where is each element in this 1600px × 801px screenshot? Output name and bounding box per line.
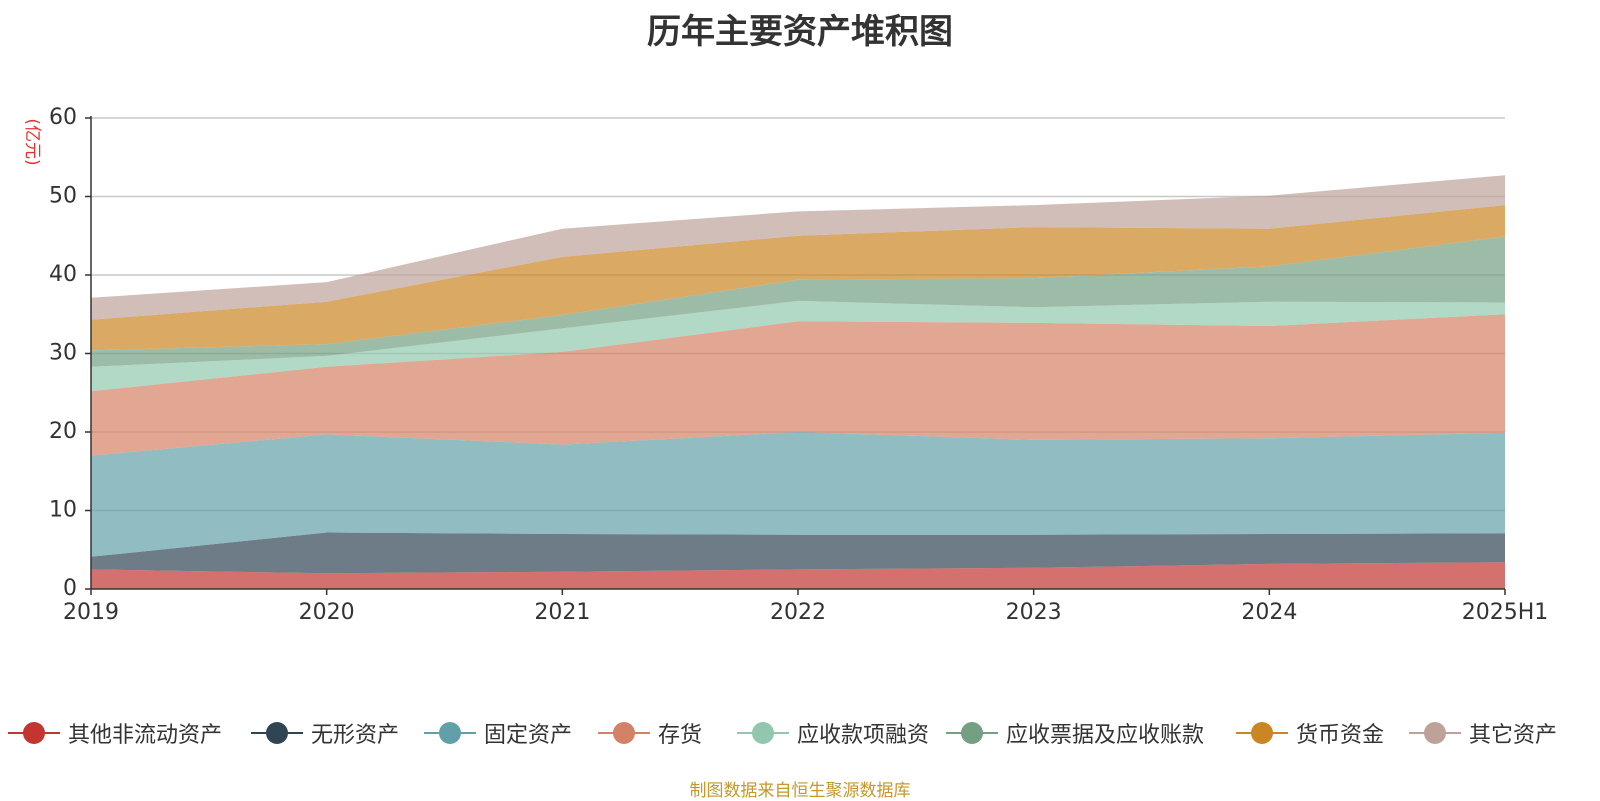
area-series bbox=[91, 300, 1505, 392]
chart-title: 历年主要资产堆积图 bbox=[647, 12, 953, 52]
y-axis-unit-label: (亿元) bbox=[22, 118, 42, 165]
legend-marker-icon bbox=[946, 719, 998, 747]
legend-label: 存货 bbox=[658, 723, 703, 748]
legend-marker-icon bbox=[737, 719, 789, 747]
y-tick-label: 60 bbox=[49, 105, 77, 130]
legend-item[interactable]: 固定资产 bbox=[424, 713, 572, 753]
legend-marker-icon bbox=[1409, 719, 1461, 747]
stacked-areas bbox=[91, 175, 1505, 589]
legend-marker-icon bbox=[424, 719, 476, 747]
legend-label: 应收款项融资 bbox=[797, 723, 930, 748]
area-series bbox=[91, 432, 1505, 557]
chart-area: 0 10 20 30 40 50 60 2019 2020 2021 2022 2023 2024 202… bbox=[22, 105, 1548, 625]
legend-item[interactable]: 应收票据及应收账款 bbox=[946, 713, 1204, 753]
area-series bbox=[91, 175, 1505, 320]
axes: 0 10 20 30 40 50 60 2019 2020 2021 2022 2023 2024 202… bbox=[49, 105, 1548, 625]
legend-label: 应收票据及应收账款 bbox=[1006, 723, 1205, 748]
area-series bbox=[91, 562, 1505, 589]
x-tick-label: 2025H1 bbox=[1462, 600, 1549, 625]
y-tick-label: 50 bbox=[49, 184, 77, 209]
area-series bbox=[91, 314, 1505, 456]
legend-label: 货币资金 bbox=[1296, 723, 1385, 748]
area-series bbox=[91, 205, 1505, 351]
legend-label: 固定资产 bbox=[484, 723, 573, 748]
legend-item[interactable]: 其他非流动资产 bbox=[8, 713, 222, 753]
y-tick-label: 0 bbox=[63, 576, 77, 601]
area-series bbox=[91, 532, 1505, 574]
x-tick-label: 2021 bbox=[534, 600, 590, 625]
legend-label: 无形资产 bbox=[311, 723, 400, 748]
y-tick-label: 10 bbox=[49, 498, 77, 523]
legend-item[interactable]: 应收款项融资 bbox=[737, 713, 929, 753]
source-note: 制图数据来自恒生聚源数据库 bbox=[689, 781, 911, 801]
y-tick-label: 20 bbox=[49, 419, 77, 444]
legend-marker-icon bbox=[1236, 719, 1288, 747]
x-tick-label: 2020 bbox=[299, 600, 355, 625]
x-tick-label: 2024 bbox=[1241, 600, 1297, 625]
legend-item[interactable]: 其它资产 bbox=[1409, 713, 1557, 753]
legend-item[interactable]: 无形资产 bbox=[251, 713, 399, 753]
legend-marker-icon bbox=[251, 719, 303, 747]
legend-marker-icon bbox=[8, 719, 60, 747]
legend: 其他非流动资产 无形资产 固定资产 存货 应收款项融资 应收票据及应收账款 货币资金 其它资产 bbox=[0, 713, 1600, 753]
x-tick-label: 2023 bbox=[1006, 600, 1062, 625]
legend-marker-icon bbox=[598, 719, 650, 747]
legend-item[interactable]: 存货 bbox=[598, 713, 702, 753]
y-tick-label: 40 bbox=[49, 262, 77, 287]
x-tick-label: 2022 bbox=[770, 600, 826, 625]
legend-label: 其它资产 bbox=[1469, 723, 1558, 748]
y-tick-label: 30 bbox=[49, 341, 77, 366]
legend-label: 其他非流动资产 bbox=[68, 723, 223, 748]
area-series bbox=[91, 236, 1505, 367]
legend-item[interactable]: 货币资金 bbox=[1236, 713, 1384, 753]
x-tick-label: 2019 bbox=[63, 600, 119, 625]
